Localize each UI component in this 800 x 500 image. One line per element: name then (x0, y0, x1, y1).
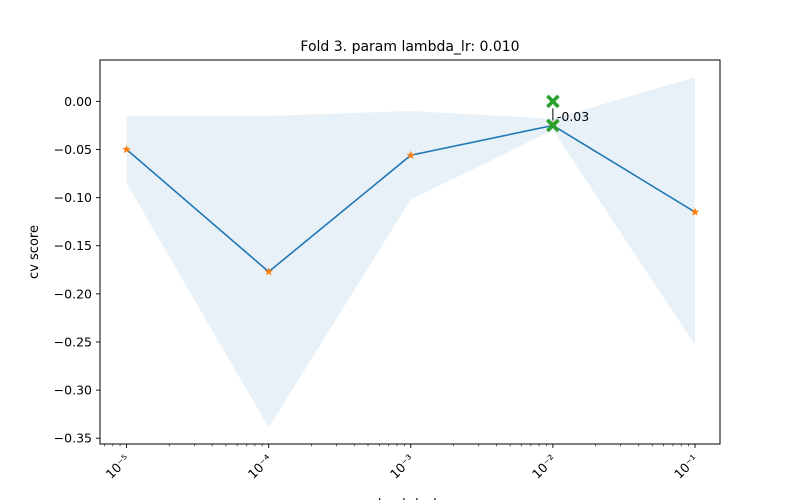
axes: 0.00 −0.05 −0.10 −0.15 −0.20 −0.25 −0.30 −0.35 1… (54, 59, 721, 482)
x-tick-label-0: 10⁻⁵ (103, 452, 133, 482)
data-point-0-2 (406, 150, 416, 159)
y-tick-label-1: −0.05 (54, 142, 92, 157)
x-tick-label-3: 10⁻² (529, 452, 559, 482)
axes-frame (99, 59, 721, 445)
y-tick-label-2: −0.10 (54, 190, 92, 205)
data-point-0-1 (264, 267, 274, 276)
x-tick-label-1: 10⁻⁴ (245, 452, 275, 482)
x-tick-label-4: 10⁻¹ (671, 452, 701, 482)
y-tick-label-5: −0.25 (54, 334, 92, 349)
data-point-0-0 (122, 144, 131, 154)
annotation-label: -0.03 (557, 109, 589, 124)
y-tick-label-3: −0.15 (54, 238, 92, 253)
x-axis-label: lambda_lr (378, 497, 443, 500)
highlight-marker-0 (546, 94, 560, 109)
confidence-band-0 (126, 77, 695, 428)
plot-area: -0.03 (122, 77, 700, 428)
x-tick-label-2: 10⁻³ (387, 452, 417, 482)
y-tick-label-7: −0.35 (54, 431, 92, 446)
data-point-0-4 (690, 207, 700, 216)
highlight-marker-1 (546, 118, 560, 133)
y-tick-label-4: −0.20 (54, 286, 92, 301)
y-tick-label-6: −0.30 (54, 383, 92, 398)
chart-title: Fold 3. param lambda_lr: 0.010 (300, 39, 519, 55)
y-tick-label-0: 0.00 (64, 94, 92, 109)
y-axis-label: cv score (27, 225, 42, 279)
